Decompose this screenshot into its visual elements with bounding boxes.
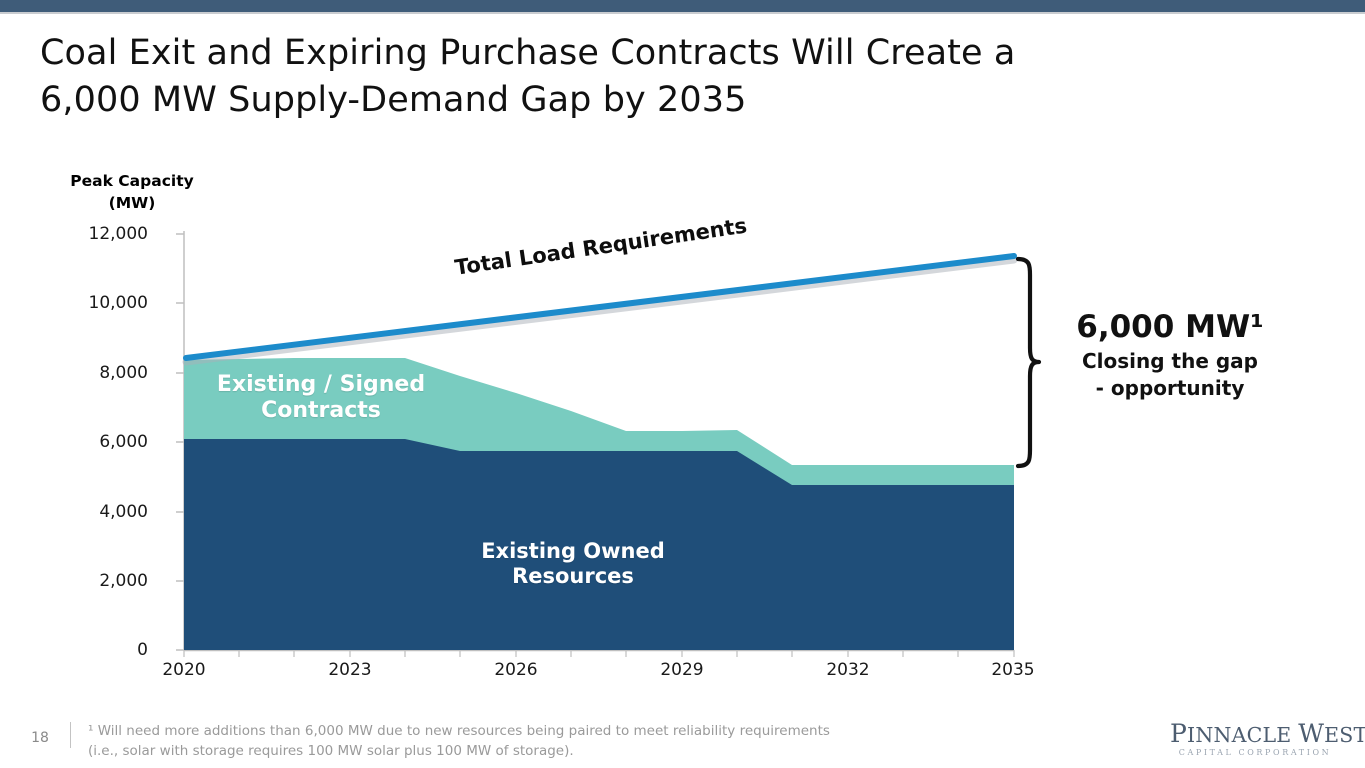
area-label-existing-owned-resources: Existing Owned Resources (481, 539, 665, 588)
logo-word-est: EST (1324, 723, 1365, 747)
logo-initial-w: W (1298, 719, 1325, 748)
logo-tagline: CAPITAL CORPORATION (1178, 748, 1332, 757)
supply-demand-area-chart: Peak Capacity (MW) 12,000 10,000 8,000 6… (70, 172, 1042, 680)
logo-initial-p: P (1170, 719, 1188, 748)
y-tick-label: 2,000 (99, 571, 148, 591)
y-tick-label: 0 (137, 640, 148, 660)
y-axis-title: Peak Capacity (MW) (70, 172, 194, 212)
total-load-line-shadow (182, 256, 1018, 366)
slide-title: Coal Exit and Expiring Purchase Contract… (40, 33, 1016, 120)
y-tick-label: 4,000 (99, 502, 148, 522)
y-tick-label: 10,000 (88, 293, 148, 313)
x-tick-label: 2020 (162, 660, 206, 680)
footnote-text: ¹ Will need more additions than 6,000 MW… (88, 723, 830, 759)
footer-divider (70, 722, 71, 748)
x-tick-label: 2023 (328, 660, 372, 680)
area-label-existing-signed-contracts: Existing / Signed Contracts (216, 372, 426, 423)
logo-wordmark: PINNACLE WEST (1170, 719, 1365, 748)
gap-callout: 6,000 MW¹ Closing the gap - opportunity (1040, 308, 1300, 402)
gap-callout-subtext: Closing the gap - opportunity (1081, 349, 1258, 400)
x-tick-label: 2026 (494, 660, 538, 680)
y-tick-label: 6,000 (99, 432, 148, 452)
header-accent-bar (0, 0, 1365, 12)
x-tick-label: 2032 (826, 660, 870, 680)
logo-word-innacle: INNACLE (1187, 723, 1299, 747)
gap-callout-headline: 6,000 MW¹ (1076, 309, 1264, 345)
x-tick-label: 2029 (660, 660, 704, 680)
gap-brace (1015, 256, 1042, 469)
chart-plot-area (176, 231, 1042, 657)
total-load-requirements-line (183, 253, 1017, 361)
y-tick-label: 12,000 (88, 224, 148, 244)
page-number: 18 (31, 730, 49, 746)
pinnacle-west-logo: PINNACLE WEST CAPITAL CORPORATION (1170, 719, 1365, 757)
area-existing-owned-resources (184, 439, 1014, 650)
x-tick-label: 2035 (991, 660, 1035, 680)
y-tick-label: 8,000 (99, 363, 148, 383)
header-accent-bar-shadow (0, 12, 1365, 14)
